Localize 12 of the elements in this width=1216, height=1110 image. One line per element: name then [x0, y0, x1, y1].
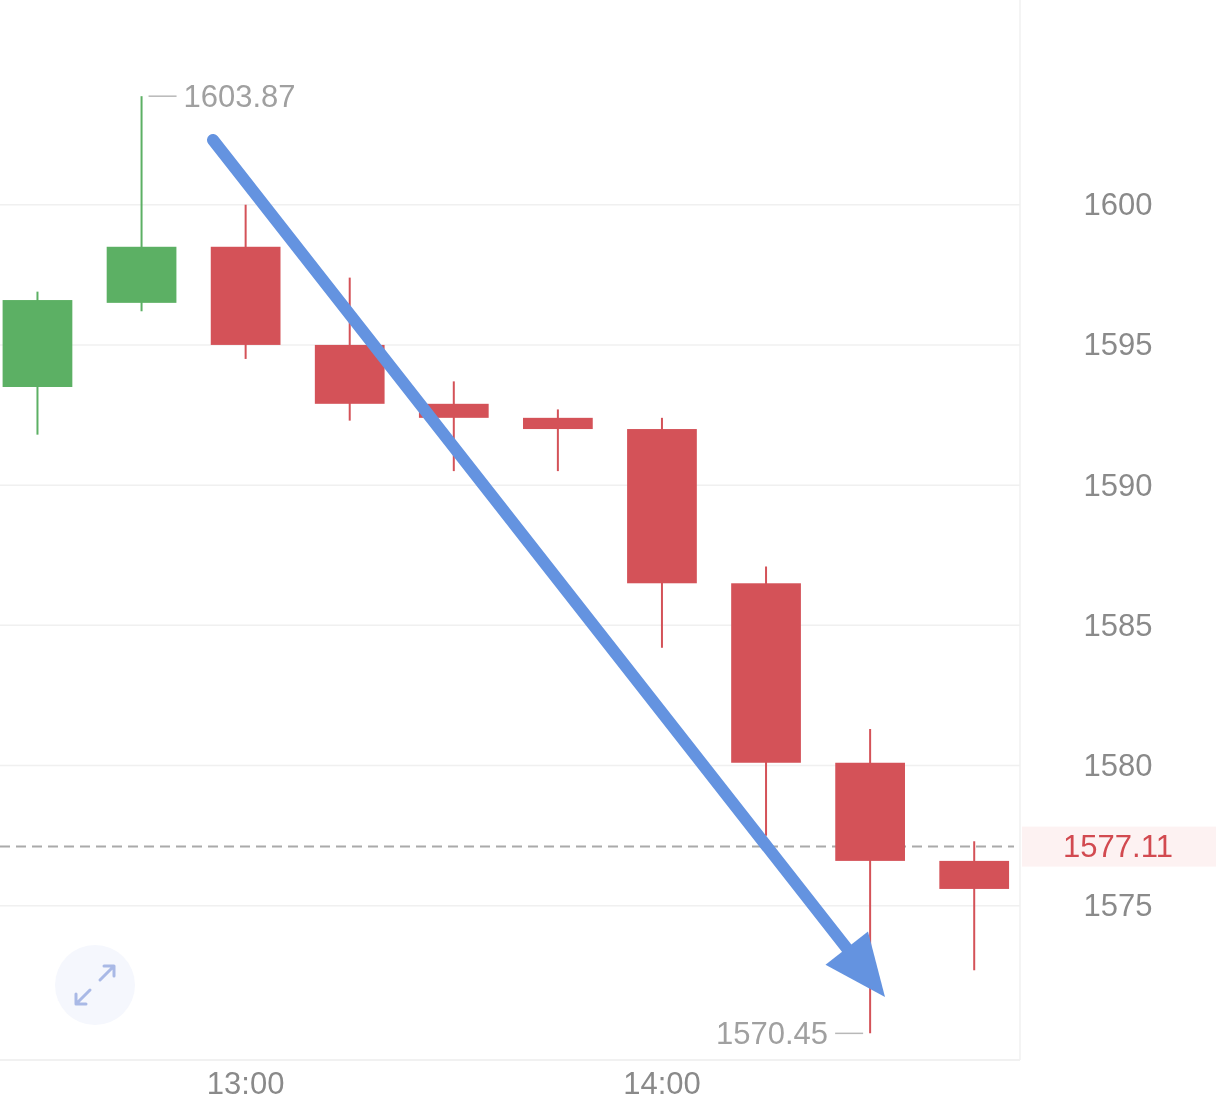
y-tick-label: 1580	[1083, 748, 1153, 784]
ref-line-label: 1577.11	[1063, 829, 1173, 865]
y-tick-label: 1600	[1083, 187, 1153, 223]
y-tick-label: 1595	[1083, 327, 1153, 363]
x-tick-label: 13:00	[206, 1065, 285, 1101]
x-tick-label: 14:00	[623, 1065, 701, 1101]
annotation: 1570.45	[716, 1015, 829, 1051]
y-tick-label: 1585	[1083, 607, 1153, 643]
y-tick-label: 1590	[1083, 467, 1153, 503]
candlestick	[523, 408, 593, 473]
annotation: 1603.87	[183, 78, 296, 114]
y-tick-label: 1575	[1083, 888, 1153, 924]
